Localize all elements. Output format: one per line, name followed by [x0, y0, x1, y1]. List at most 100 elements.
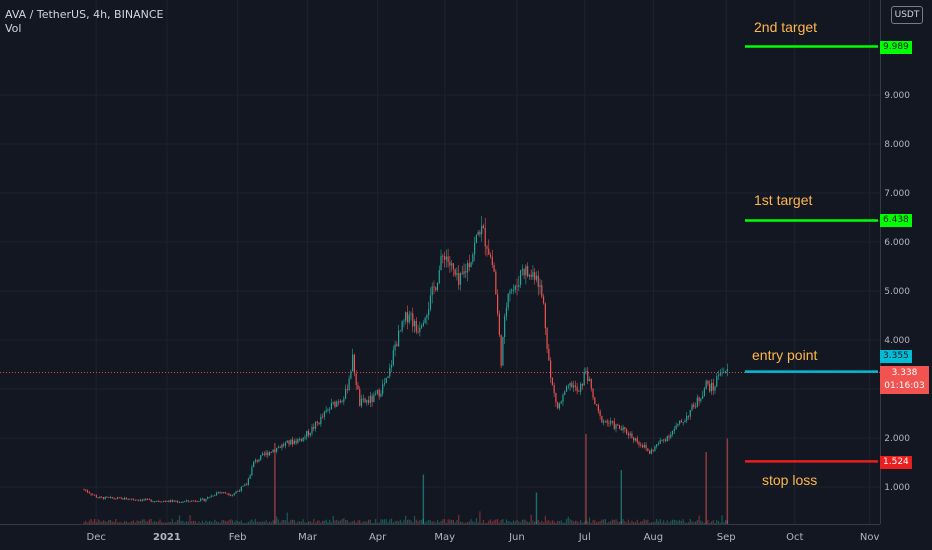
volume-bar: [293, 520, 295, 524]
volume-bar: [125, 521, 128, 524]
candle-body: [272, 450, 274, 453]
volume-bar: [717, 521, 720, 524]
candle-body: [134, 499, 136, 501]
candle-body: [159, 501, 161, 503]
candle-body: [182, 501, 184, 503]
time-tick-label: Nov: [860, 532, 880, 543]
volume-bar: [514, 521, 516, 524]
volume-bar: [426, 520, 428, 524]
currency-badge[interactable]: USDT: [891, 6, 923, 24]
candle-body: [422, 322, 424, 326]
volume-bar: [415, 519, 417, 524]
candle-body: [550, 360, 552, 378]
candle-body: [155, 501, 158, 502]
candle-body: [104, 496, 106, 500]
candle-body: [177, 501, 179, 503]
candle-body: [371, 395, 373, 402]
candle-body: [318, 422, 320, 424]
candle-body: [143, 499, 145, 501]
volume-bar: [307, 521, 310, 524]
candle-body: [113, 498, 115, 499]
candle-body: [302, 437, 304, 442]
volume-bar: [113, 521, 115, 524]
price-tag-2nd-target: 9.989: [880, 41, 912, 54]
candle-body: [189, 501, 191, 503]
volume-bar: [170, 522, 172, 524]
candle-body: [583, 371, 585, 386]
volume-bar: [185, 521, 188, 524]
volume-bar: [622, 519, 624, 524]
volume-bar: [283, 519, 285, 524]
volume-bar: [420, 519, 423, 524]
volume-bar: [578, 522, 580, 524]
volume-bar: [638, 522, 640, 524]
candle-body: [92, 494, 94, 496]
symbol-title[interactable]: AVA / TetherUS, 4h, BINANCE: [5, 8, 164, 21]
candle-body: [465, 271, 467, 273]
volume-bar: [583, 521, 585, 524]
volume-bar: [288, 521, 290, 524]
candle-body: [95, 495, 97, 498]
volume-bar: [231, 520, 234, 524]
volume-bar: [376, 522, 379, 524]
volume-bar: [302, 519, 304, 524]
volume-bar: [486, 522, 488, 524]
volume-bar: [405, 515, 407, 524]
candle-body: [180, 502, 182, 503]
candle-body: [569, 383, 571, 386]
volume-bar: [311, 522, 313, 524]
candle-body: [311, 426, 313, 434]
volume-bar: [686, 522, 688, 524]
candle-body: [341, 400, 343, 402]
volume-bar: [419, 520, 421, 524]
volume-bar: [136, 520, 138, 524]
volume-bar: [581, 522, 584, 524]
volume-bar: [83, 522, 85, 524]
volume-bar: [147, 521, 149, 524]
volume-bar: [435, 522, 437, 524]
volume-bar: [594, 519, 596, 524]
volume-bar: [339, 520, 341, 524]
volume-bar: [99, 520, 101, 524]
candle-body: [164, 501, 166, 502]
volume-bar: [649, 522, 651, 524]
volume-bar: [615, 519, 617, 524]
candle-body: [231, 494, 234, 496]
candle-body: [410, 313, 412, 315]
volume-bar: [633, 522, 635, 524]
candle-body: [267, 452, 269, 456]
candle-body: [382, 384, 384, 394]
candle-body: [115, 498, 117, 500]
candle-body: [488, 248, 490, 255]
volume-bar: [721, 515, 723, 524]
volume-bar: [256, 521, 258, 524]
price-axis[interactable]: 1.0002.0003.0004.0005.0006.0007.0008.000…: [880, 0, 911, 524]
candle-body: [643, 444, 645, 448]
candle-body: [693, 404, 695, 407]
volume-bar: [251, 519, 253, 524]
candle-body: [631, 433, 633, 438]
volume-bar: [702, 521, 704, 524]
volume-bar: [173, 522, 175, 524]
note-stop-loss: stop loss: [762, 472, 818, 488]
volume-bar: [380, 519, 382, 524]
time-axis[interactable]: Dec 2021 Feb Mar Apr May Jun Jul Aug Sep Oct Nov: [0, 524, 880, 544]
candle-body: [235, 491, 237, 494]
candle-body: [629, 433, 631, 436]
volume-indicator-label[interactable]: Vol: [5, 22, 22, 35]
candle-body: [111, 496, 113, 499]
volume-bar: [88, 520, 90, 524]
candle-body: [443, 256, 446, 260]
volume-bar: [576, 520, 578, 524]
candle-body: [223, 492, 225, 493]
candle-body: [705, 380, 707, 389]
volume-bar: [299, 521, 301, 524]
candle-body: [428, 309, 430, 316]
volume-bar: [679, 519, 681, 524]
time-tick-label: Aug: [644, 532, 664, 543]
volume-bar: [260, 521, 262, 524]
volume-bar: [194, 521, 196, 524]
volume-bar: [618, 522, 621, 524]
volume-bar: [590, 522, 592, 524]
